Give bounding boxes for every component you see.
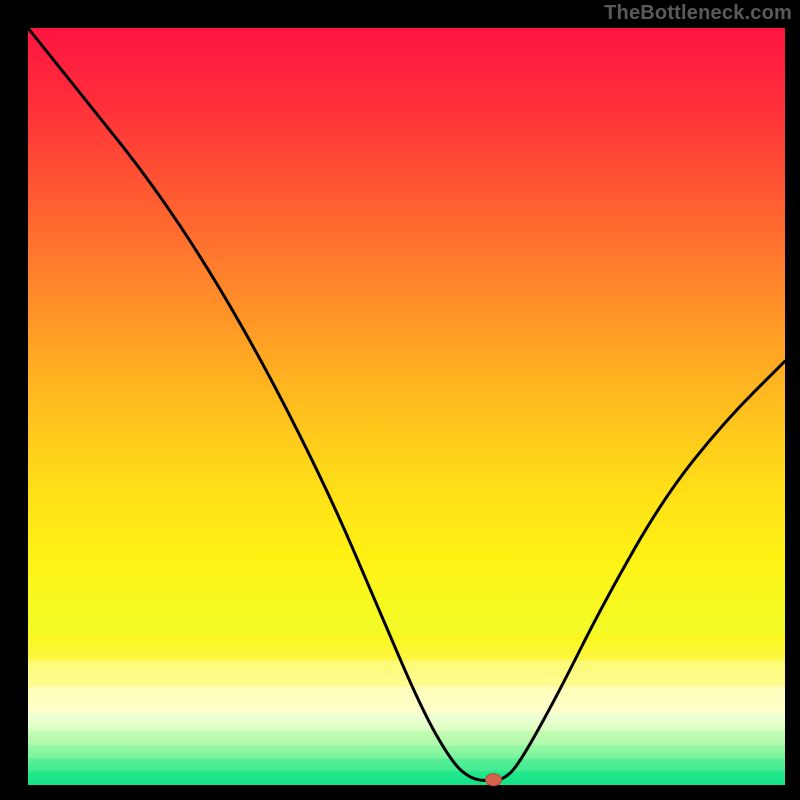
bottleneck-marker: [486, 774, 502, 786]
spectrum-band: [28, 634, 785, 660]
spectrum-band: [28, 713, 785, 730]
spectrum-band: [28, 730, 785, 745]
spectrum-band: [28, 746, 785, 759]
spectrum-band: [28, 771, 785, 785]
bottleneck-chart-svg: [0, 0, 800, 800]
spectrum-band: [28, 759, 785, 772]
spectrum-band: [28, 687, 785, 713]
chart-stage: TheBottleneck.com: [0, 0, 800, 800]
watermark-text: TheBottleneck.com: [604, 2, 792, 25]
